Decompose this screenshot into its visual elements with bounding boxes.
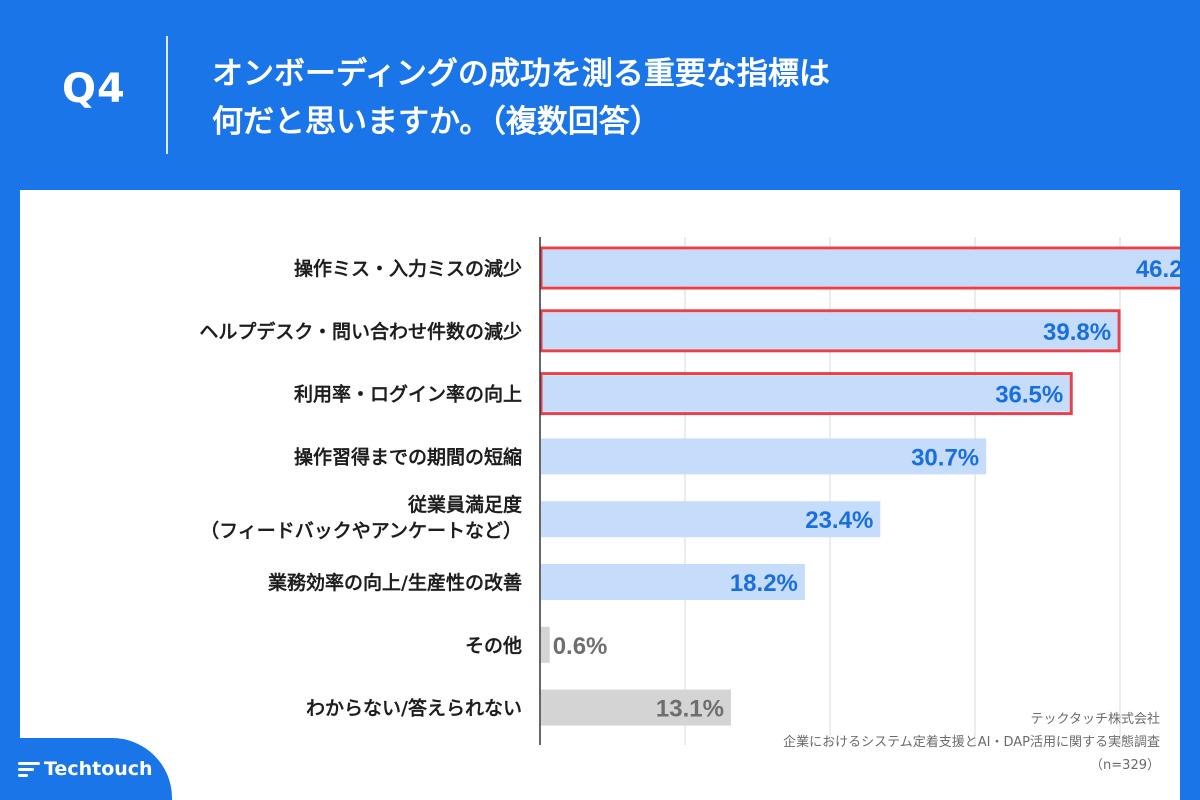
header-divider (166, 36, 168, 154)
source-survey: 企業におけるシステム定着支援とAI・DAP活用に関する実態調査 (783, 735, 1160, 750)
brand-name: Techtouch (44, 758, 153, 780)
category-label: ヘルプデスク・問い合わせ件数の減少 (199, 320, 522, 343)
header-banner: Q4 オンボーディングの成功を測る重要な指標は 何だと思いますか。（複数回答） (0, 0, 1200, 190)
bar (541, 312, 1119, 349)
bar-value-label: 13.1% (656, 696, 724, 723)
source-company: テックタッチ株式会社 (1030, 712, 1160, 727)
category-label: わからない/答えられない (306, 697, 522, 720)
bar (541, 250, 1180, 286)
category-label: 操作ミス・入力ミスの減少 (294, 257, 522, 280)
bar-highlight-box (539, 309, 1121, 353)
bar (541, 564, 805, 600)
category-label: その他 (465, 634, 522, 657)
category-label: 業務効率の向上/生産性の改善 (267, 571, 522, 594)
question-title: オンボーディングの成功を測る重要な指標は 何だと思いますか。（複数回答） (212, 50, 830, 146)
category-label: 操作習得までの期間の短縮 (294, 445, 522, 468)
bar-value-label: 46.2% (1136, 256, 1180, 283)
bar (541, 689, 731, 726)
category-label: 利用率・ログイン率の向上 (294, 383, 522, 406)
source-sample-size: （n=329） (1090, 758, 1160, 773)
question-title-line2: 何だと思いますか。（複数回答） (212, 104, 661, 140)
bar (541, 501, 881, 538)
bar-value-label: 30.7% (911, 444, 979, 471)
category-label: 従業員満足度 (407, 493, 523, 516)
brand-badge: Techtouch (0, 738, 172, 800)
bar-chart: 46.2% 操作ミス・入力ミスの減少 39.8% ヘルプデスク・問い合わせ件数の減少 3… (199, 237, 1180, 745)
bar-highlight-box (539, 372, 1073, 416)
question-title-line1: オンボーディングの成功を測る重要な指標は (212, 56, 830, 92)
chart-panel: 46.2% 操作ミス・入力ミスの減少 39.8% ヘルプデスク・問い合わせ件数の減少 3… (20, 190, 1180, 800)
bar-highlight-box (539, 246, 1180, 290)
bar-value-label: 23.4% (805, 507, 873, 534)
bar (541, 626, 550, 663)
category-label: （フィードバックやアンケートなど） (200, 519, 522, 542)
bar (541, 438, 987, 475)
bar-value-label: 36.5% (995, 382, 1063, 409)
bar-value-label: 18.2% (730, 570, 798, 597)
techtouch-logo-icon (18, 762, 40, 778)
bar-value-label: 39.8% (1043, 319, 1111, 346)
bar (541, 375, 1071, 412)
question-label: Q4 (62, 66, 126, 112)
source-note: テックタッチ株式会社 企業におけるシステム定着支援とAI・DAP活用に関する実態… (783, 708, 1160, 777)
bar-value-label: 0.6% (553, 633, 608, 660)
